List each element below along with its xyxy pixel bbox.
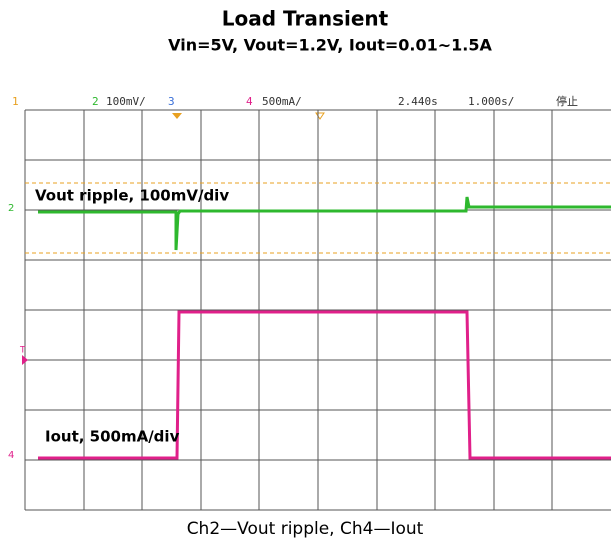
iout-label: Iout, 500mA/div bbox=[45, 428, 180, 446]
ch2-marker: 2 bbox=[8, 203, 14, 214]
ch1-label: 1 bbox=[12, 95, 19, 108]
scope-header: 1 2 100mV/ 3 4 500mA/ 2.440s 1.000s/ 停止 bbox=[12, 94, 578, 120]
ch4-scale: 500mA/ bbox=[262, 95, 302, 108]
center-pos bbox=[315, 112, 325, 120]
timebase: 1.000s/ bbox=[468, 95, 514, 108]
grid bbox=[24, 109, 611, 511]
ch3-label: 3 bbox=[168, 95, 175, 108]
trigger-pos bbox=[172, 113, 182, 119]
ch4-marker: 4 bbox=[8, 450, 14, 461]
status: 停止 bbox=[556, 94, 578, 108]
ch2-scale: 100mV/ bbox=[106, 95, 146, 108]
vout-label: Vout ripple, 100mV/div bbox=[35, 187, 229, 205]
vout-trace bbox=[38, 196, 611, 251]
trigger-marker: T bbox=[19, 346, 26, 356]
ch2-label: 2 bbox=[92, 95, 99, 108]
caption: Ch2—Vout ripple, Ch4—Iout bbox=[187, 519, 424, 539]
delay: 2.440s bbox=[398, 95, 438, 108]
iout-trace bbox=[38, 310, 611, 460]
ch4-label: 4 bbox=[246, 95, 253, 108]
trigger-arrow bbox=[22, 355, 28, 365]
subtitle: Vin=5V, Vout=1.2V, Iout=0.01~1.5A bbox=[168, 36, 492, 55]
title: Load Transient bbox=[222, 7, 389, 31]
